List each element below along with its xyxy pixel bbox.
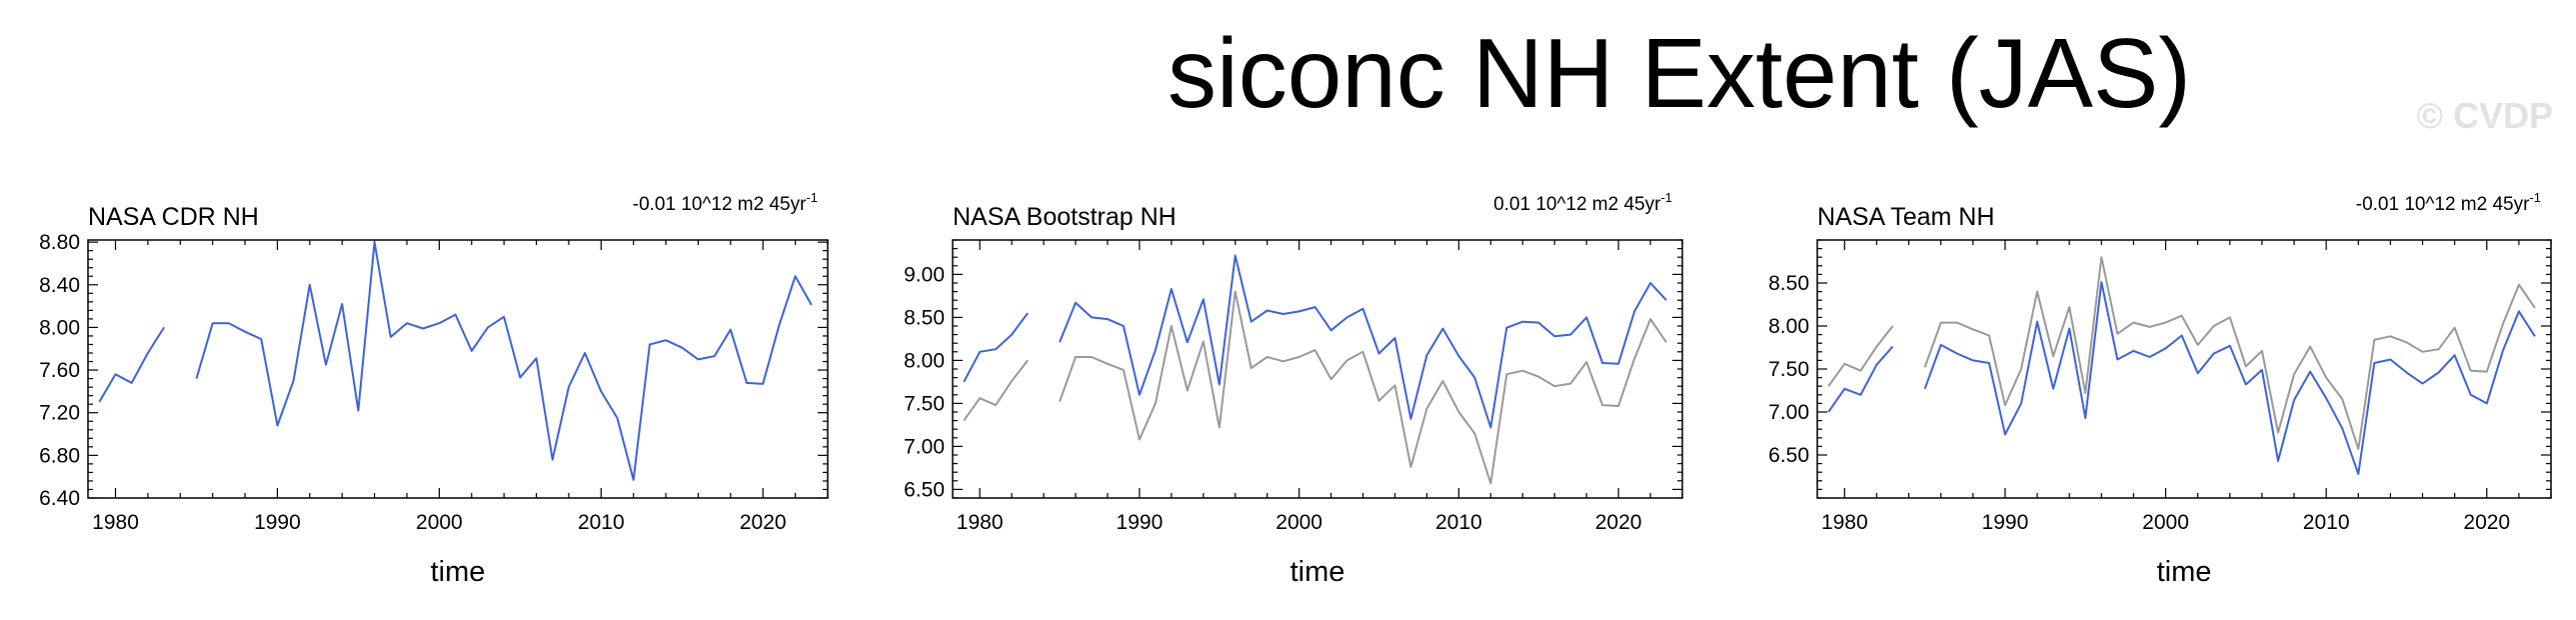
x-tick-label: 2000 bbox=[416, 511, 463, 534]
y-tick-label: 7.00 bbox=[904, 435, 945, 458]
y-tick-label: 6.50 bbox=[1768, 444, 1809, 467]
x-tick-label: 1990 bbox=[254, 511, 301, 534]
x-axis-label: time bbox=[2157, 556, 2212, 588]
y-tick-label: 7.60 bbox=[39, 359, 80, 382]
trend-label: 0.01 10^12 m2 45yr-1 bbox=[1493, 190, 1672, 215]
series-line bbox=[98, 241, 813, 481]
x-tick-label: 2000 bbox=[1276, 511, 1322, 534]
x-tick-label: 2020 bbox=[1595, 511, 1642, 534]
trend-label: -0.01 10^12 m2 45yr-1 bbox=[633, 190, 818, 215]
y-tick-label: 7.50 bbox=[904, 392, 945, 415]
plot-frame bbox=[87, 239, 829, 499]
figure-title: siconc NH Extent (JAS) bbox=[1168, 18, 2191, 128]
x-tick-label: 2020 bbox=[740, 511, 787, 534]
y-tick-label: 8.00 bbox=[1768, 315, 1809, 338]
y-tick-label: 8.50 bbox=[1768, 272, 1809, 295]
x-tick-label: 2000 bbox=[2142, 511, 2189, 534]
y-tick-label: 7.00 bbox=[1768, 401, 1809, 424]
y-tick-label: 8.40 bbox=[39, 274, 80, 297]
y-tick-label: 6.80 bbox=[39, 444, 80, 467]
chart-panel: NASA Bootstrap NH 0.01 10^12 m2 45yr-1 6.5… bbox=[904, 190, 1683, 588]
series-line bbox=[1827, 281, 2536, 475]
y-tick-label: 8.50 bbox=[904, 306, 945, 329]
panel-title: NASA CDR NH bbox=[88, 203, 259, 231]
plot-frame bbox=[952, 239, 1683, 499]
series-line bbox=[963, 290, 1667, 485]
x-tick-label: 2010 bbox=[2303, 511, 2350, 534]
chart-panel: NASA Team NH -0.01 10^12 m2 45yr-1 6.50 7.0… bbox=[1768, 190, 2552, 588]
y-tick-label: 8.00 bbox=[39, 316, 80, 339]
series-line bbox=[1827, 256, 2536, 450]
series-line bbox=[963, 254, 1667, 429]
x-tick-label: 2010 bbox=[578, 511, 625, 534]
trend-label: -0.01 10^12 m2 45yr-1 bbox=[2356, 190, 2541, 215]
y-tick-label: 7.50 bbox=[1768, 358, 1809, 381]
panels: NASA CDR NH -0.01 10^12 m2 45yr-1 6.40 6.80… bbox=[39, 190, 2552, 588]
y-tick-label: 6.50 bbox=[904, 478, 945, 501]
panel-title: NASA Bootstrap NH bbox=[953, 203, 1177, 231]
x-axis-label: time bbox=[431, 556, 486, 588]
chart-panel: NASA CDR NH -0.01 10^12 m2 45yr-1 6.40 6.80… bbox=[39, 190, 829, 588]
x-tick-label: 1980 bbox=[92, 511, 139, 534]
y-tick-label: 9.00 bbox=[904, 263, 945, 286]
x-axis-label: time bbox=[1290, 556, 1345, 588]
panel-title: NASA Team NH bbox=[1817, 203, 1994, 231]
x-tick-label: 2010 bbox=[1435, 511, 1482, 534]
x-tick-label: 1990 bbox=[1982, 511, 2029, 534]
x-tick-label: 1980 bbox=[957, 511, 1004, 534]
watermark: © CVDP bbox=[2416, 95, 2553, 136]
y-tick-label: 7.20 bbox=[39, 402, 80, 425]
x-tick-label: 1990 bbox=[1117, 511, 1164, 534]
y-tick-label: 6.40 bbox=[39, 487, 80, 510]
x-tick-label: 1980 bbox=[1821, 511, 1868, 534]
y-tick-label: 8.80 bbox=[39, 231, 80, 254]
y-tick-label: 8.00 bbox=[904, 349, 945, 372]
x-tick-label: 2020 bbox=[2463, 511, 2510, 534]
